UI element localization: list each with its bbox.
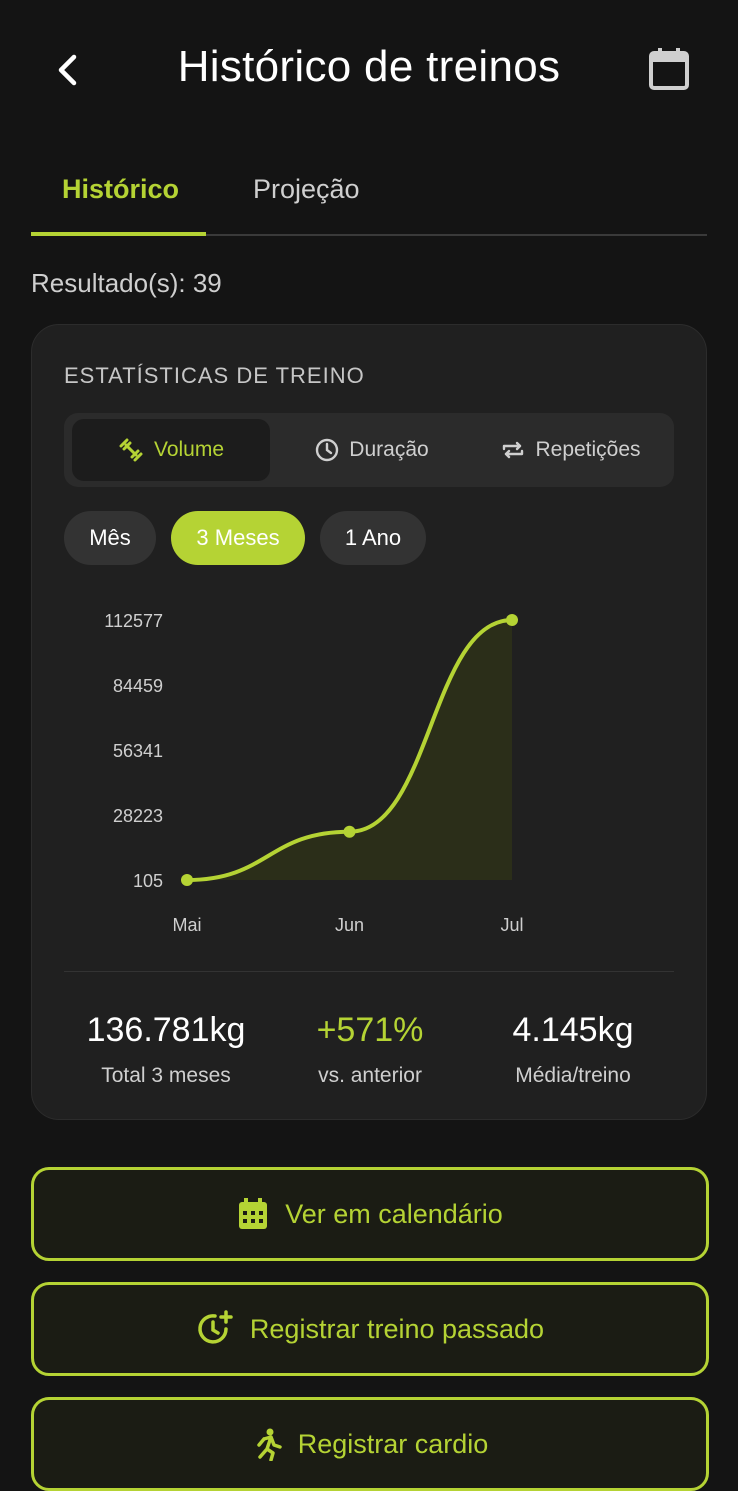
y-tick-label: 84459 <box>113 676 163 696</box>
page-title: Histórico de treinos <box>177 42 561 91</box>
metric-volume-label: Volume <box>153 438 225 461</box>
register-past-workout-label: Registrar treino passado <box>249 1313 545 1344</box>
tab-historico[interactable]: Histórico <box>62 174 180 204</box>
view-calendar-label: Ver em calendário <box>285 1198 503 1229</box>
view-calendar-button[interactable]: Ver em calendário <box>31 1167 709 1261</box>
stats-heading: ESTATÍSTICAS DE TREINO <box>64 363 365 388</box>
volume-chart: 112577 84459 56341 28223 105 Mai Jun Jul <box>32 585 706 965</box>
x-tick-label: Mai <box>172 915 201 935</box>
clock-plus-icon <box>198 1310 233 1344</box>
stat-change-label: vs. anterior <box>318 1064 422 1087</box>
clock-icon <box>316 438 339 462</box>
period-3-meses[interactable]: 3 Meses <box>171 511 305 565</box>
metric-volume[interactable]: Volume <box>72 419 270 481</box>
stat-change-value: +571% <box>316 1011 424 1049</box>
stat-average: 4.145kg Média/treino <box>473 1011 673 1088</box>
register-cardio-label: Registrar cardio <box>297 1428 489 1459</box>
metric-duracao[interactable]: Duração <box>274 419 470 481</box>
y-tick-label: 28223 <box>113 806 163 826</box>
chart-point <box>506 614 518 626</box>
y-tick-label: 105 <box>133 871 163 891</box>
register-past-workout-button[interactable]: Registrar treino passado <box>31 1282 709 1376</box>
tab-indicator <box>31 232 206 236</box>
stats-card: ESTATÍSTICAS DE TREINO Volume Duração <box>31 324 707 1120</box>
y-tick-label: 56341 <box>113 741 163 761</box>
calendar-button[interactable] <box>644 44 694 94</box>
stat-total-value: 136.781kg <box>86 1011 246 1049</box>
stats-divider <box>64 971 674 972</box>
header: Histórico de treinos <box>0 0 738 140</box>
x-tick-label: Jul <box>500 915 523 935</box>
chart-point <box>181 874 193 886</box>
y-tick-label: 112577 <box>104 611 163 631</box>
x-tick-label: Jun <box>335 915 364 935</box>
metric-repeticoes-label: Repetições <box>535 438 641 461</box>
calendar-grid-icon <box>239 1198 268 1229</box>
stat-total-label: Total 3 meses <box>101 1064 231 1087</box>
metric-repeticoes[interactable]: Repetições <box>474 419 668 481</box>
period-1-ano[interactable]: 1 Ano <box>320 511 426 565</box>
stat-change: +571% vs. anterior <box>270 1011 470 1088</box>
metric-duracao-label: Duração <box>349 438 429 461</box>
stat-average-label: Média/treino <box>515 1064 631 1087</box>
register-cardio-button[interactable]: Registrar cardio <box>31 1397 709 1491</box>
calendar-icon <box>649 48 689 90</box>
chart-area-fill <box>187 620 512 880</box>
chart-point <box>343 825 356 838</box>
back-button[interactable] <box>46 46 90 94</box>
period-mes[interactable]: Mês <box>64 511 156 565</box>
tab-bar: Histórico Projeção <box>31 150 707 236</box>
running-icon <box>256 1428 282 1461</box>
dumbbell-icon <box>119 438 143 462</box>
stat-average-value: 4.145kg <box>512 1011 634 1049</box>
repeat-icon <box>503 441 524 459</box>
chart-line <box>185 618 514 882</box>
tab-projecao[interactable]: Projeção <box>253 174 360 204</box>
volume-chart-svg: 112577 84459 56341 28223 105 Mai Jun Jul <box>104 611 523 935</box>
chevron-left-icon <box>58 54 77 86</box>
metric-segmented-control: Volume Duração Repetições <box>64 413 674 487</box>
stat-total: 136.781kg Total 3 meses <box>66 1011 266 1088</box>
results-count: Resultado(s): 39 <box>31 268 222 298</box>
